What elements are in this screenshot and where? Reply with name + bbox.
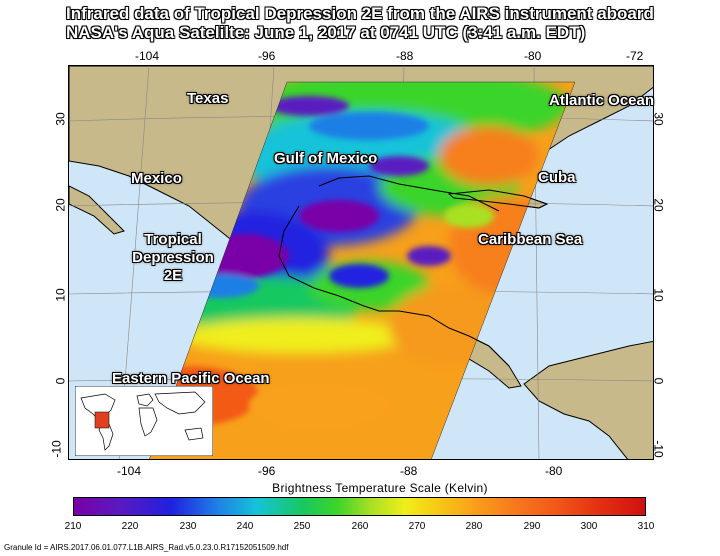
inset-world-graphic — [74, 385, 214, 457]
colorbar-tick-310: 310 — [637, 521, 655, 532]
lon-label-bottom-80: -80 — [545, 464, 563, 478]
title-line-2: NASA's Aqua Satelilte: June 1, 2017 at 0… — [66, 23, 586, 42]
label-mexico: Mexico — [131, 170, 182, 187]
lon-label-bottom-96: -96 — [258, 464, 276, 478]
inset-region-marker — [94, 411, 110, 429]
inset-world-map — [74, 385, 214, 457]
colorbar-tick-210: 210 — [64, 521, 82, 532]
colorbar-tick-280: 280 — [465, 521, 483, 532]
lat-label-right-20: 20 — [651, 198, 666, 212]
label-td-line-2: Depression — [132, 249, 214, 266]
granule-id: Granule Id = AIRS.2017.06.01.077.L1B.AIR… — [4, 543, 289, 552]
swath-outline — [149, 81, 576, 459]
coastline-overlay — [278, 175, 549, 367]
lon-label-top-104: -104 — [135, 49, 160, 63]
colorbar-tick-260: 260 — [351, 521, 369, 532]
lat-label-left-10: 10 — [53, 288, 68, 302]
label-gulf-of-mexico: Gulf of Mexico — [274, 150, 378, 167]
lat-label-right-10: 10 — [651, 288, 666, 302]
colorbar-title: Brightness Temperature Scale (Kelvin) — [272, 481, 488, 495]
label-caribbean-sea: Caribbean Sea — [478, 231, 583, 248]
temperature-colorbar — [73, 497, 646, 516]
colorbar-tick-250: 250 — [293, 521, 311, 532]
title-line-1: Infrared data of Tropical Depression 2E … — [66, 4, 654, 23]
colorbar-tick-230: 230 — [179, 521, 197, 532]
label-texas: Texas — [187, 90, 229, 107]
lon-label-top-88: -88 — [396, 49, 414, 63]
colorbar-tick-300: 300 — [580, 521, 598, 532]
label-eastern-pacific-ocean: Eastern Pacific Ocean — [112, 370, 270, 387]
lat-label-right-30: 30 — [651, 112, 666, 126]
lat-label-left-neg10: -10 — [49, 440, 64, 458]
lon-label-bottom-88: -88 — [400, 464, 418, 478]
lat-label-right-0: 0 — [651, 377, 666, 385]
colorbar-tick-240: 240 — [236, 521, 254, 532]
lon-label-bottom-104: -104 — [117, 464, 142, 478]
lat-label-left-0: 0 — [53, 377, 68, 385]
lon-label-top-80: -80 — [524, 49, 542, 63]
label-cuba: Cuba — [538, 169, 576, 186]
label-tropical-depression: Tropical Depression 2E — [115, 231, 231, 285]
lat-label-left-20: 20 — [53, 198, 68, 212]
colorbar-tick-290: 290 — [523, 521, 541, 532]
colorbar-tick-270: 270 — [408, 521, 426, 532]
label-atlantic-ocean: Atlantic Ocean — [549, 92, 655, 109]
label-td-line-1: Tropical — [144, 231, 202, 248]
lon-label-top-72: -72 — [626, 49, 644, 63]
lon-label-top-96: -96 — [258, 49, 276, 63]
lat-label-left-30: 30 — [53, 112, 68, 126]
colorbar-tick-220: 220 — [121, 521, 139, 532]
label-td-line-3: 2E — [163, 267, 183, 284]
image-title: Infrared data of Tropical Depression 2E … — [66, 4, 666, 42]
lat-label-right-neg10: -10 — [651, 440, 666, 458]
